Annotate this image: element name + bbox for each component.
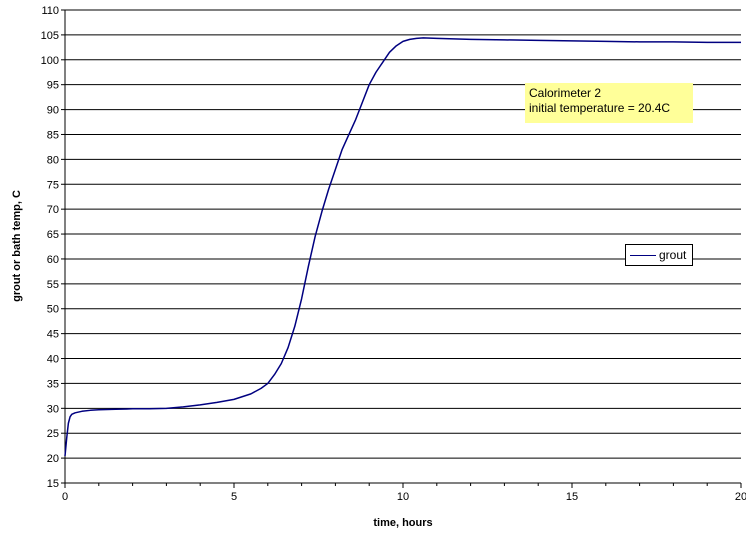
y-tick-label: 65 (47, 229, 59, 241)
y-tick-label: 15 (47, 478, 59, 490)
x-tick-label: 15 (566, 491, 578, 503)
y-tick-label: 100 (41, 55, 59, 67)
y-tick-label: 60 (47, 254, 59, 266)
y-tick-label: 40 (47, 354, 59, 366)
y-tick-label: 95 (47, 80, 59, 92)
y-tick-label: 85 (47, 129, 59, 141)
y-tick-label: 75 (47, 179, 59, 191)
y-tick-label: 20 (47, 453, 59, 465)
y-tick-label: 50 (47, 304, 59, 316)
x-tick-label: 20 (735, 491, 746, 503)
y-tick-label: 45 (47, 329, 59, 341)
series-group (64, 37, 741, 457)
annotation-line-2: initial temperature = 20.4C (529, 101, 671, 115)
y-tick-label: 25 (47, 428, 59, 440)
y-tick-label: 105 (41, 30, 59, 42)
x-tick-label: 5 (231, 491, 237, 503)
x-tick-label: 0 (62, 491, 68, 503)
gridlines (65, 9, 741, 484)
legend-label-grout: grout (659, 248, 687, 262)
legend-swatch-grout (630, 255, 656, 256)
y-tick-label: 110 (41, 5, 59, 17)
annotation-line-1: Calorimeter 2 (529, 86, 602, 100)
x-axis-title: time, hours (373, 517, 432, 529)
y-axis-title: grout or bath temp, C (11, 190, 23, 302)
y-tick-label: 90 (47, 105, 59, 117)
x-axis-ticks: 0 5 10 15 20 (62, 483, 746, 503)
y-tick-label: 30 (47, 403, 59, 415)
annotation-box: Calorimeter 2 initial temperature = 20.4… (525, 83, 693, 123)
y-axis-ticks: 15 20 25 30 35 40 45 50 55 60 65 70 75 80 85 90 95 100 105… (41, 5, 65, 490)
y-tick-label: 70 (47, 204, 59, 216)
y-tick-label: 80 (47, 154, 59, 166)
y-tick-label: 55 (47, 279, 59, 291)
legend: grout (625, 244, 693, 266)
y-tick-label: 35 (47, 378, 59, 390)
series-line-grout (64, 37, 741, 457)
x-tick-label: 10 (397, 491, 409, 503)
